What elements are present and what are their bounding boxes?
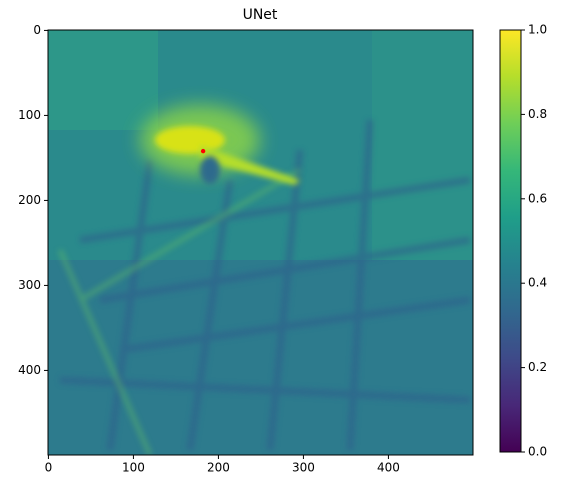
y-tick-label: 0 xyxy=(33,23,41,37)
x-tick-label: 400 xyxy=(377,461,400,475)
x-tick-label: 0 xyxy=(45,461,53,475)
x-tick-label: 200 xyxy=(207,461,230,475)
chart-title: UNet xyxy=(243,7,278,23)
plot-frame xyxy=(47,29,474,456)
y-tick-label: 200 xyxy=(18,193,41,207)
x-tick-label: 300 xyxy=(292,461,315,475)
colorbar-tick-label: 0.0 xyxy=(528,445,547,459)
heatmap-image xyxy=(48,30,473,455)
colorbar-tick-label: 0.8 xyxy=(528,107,547,121)
colorbar-tick-label: 0.6 xyxy=(528,191,547,205)
y-tick-label: 300 xyxy=(18,278,41,292)
y-tick-label: 100 xyxy=(18,108,41,122)
marker-point xyxy=(200,148,206,154)
colorbar-tick-label: 0.4 xyxy=(528,276,547,290)
y-tick-label: 400 xyxy=(18,363,41,377)
x-tick-label: 100 xyxy=(122,461,145,475)
colorbar-tick-label: 1.0 xyxy=(528,23,547,37)
colorbar-tick-label: 0.2 xyxy=(528,360,547,374)
colorbar xyxy=(499,29,522,453)
